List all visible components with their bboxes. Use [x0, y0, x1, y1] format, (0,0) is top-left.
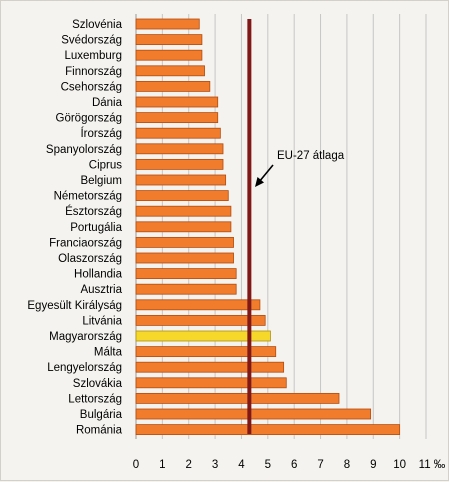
- x-tick-label: 0: [133, 459, 139, 471]
- bar: [135, 392, 340, 404]
- x-tick-label: 1: [159, 459, 165, 471]
- category-label: Portugália: [70, 222, 122, 234]
- bar: [135, 221, 232, 233]
- bar: [135, 34, 203, 45]
- reference-line-group: EU-27 átlaga: [247, 19, 345, 434]
- category-label: Lengyelország: [47, 362, 122, 374]
- bar: [135, 190, 229, 202]
- category-label: Spanyolország: [46, 144, 122, 156]
- bar: [135, 143, 224, 155]
- category-label: Lettország: [68, 393, 122, 405]
- category-label: Magyarország: [49, 331, 122, 343]
- bar: [135, 65, 205, 77]
- category-label: Egyesült Királyság: [27, 300, 122, 312]
- category-label: Belgium: [80, 175, 122, 187]
- category-label: Luxemburg: [64, 50, 122, 62]
- bar: [135, 424, 401, 436]
- bar-highlighted: [135, 330, 271, 342]
- bar: [135, 205, 232, 217]
- bar: [135, 299, 261, 311]
- bar: [135, 361, 285, 373]
- bar: [135, 18, 200, 30]
- reference-line-label: EU-27 átlaga: [277, 150, 345, 162]
- bars: [135, 18, 401, 436]
- x-tick-label: 8: [344, 459, 350, 471]
- category-label: Dánia: [92, 97, 123, 109]
- category-label: Litvánia: [82, 315, 122, 327]
- category-label: Csehország: [61, 81, 122, 93]
- category-label: Észtország: [65, 205, 122, 218]
- category-label: Ausztria: [80, 284, 122, 296]
- annotation-arrow-shaft: [258, 164, 274, 183]
- bar: [135, 408, 372, 420]
- bar: [135, 127, 221, 139]
- x-tick-label: 6: [291, 459, 297, 471]
- category-label: Románia: [76, 425, 123, 437]
- annotation-arrow-head: [255, 177, 264, 187]
- category-label: Görögország: [56, 113, 122, 125]
- bar: [135, 49, 203, 61]
- category-label: Olaszország: [58, 253, 122, 265]
- bar: [135, 252, 234, 264]
- bar: [135, 283, 237, 295]
- category-label: Svédország: [61, 35, 122, 47]
- bar: [135, 112, 219, 123]
- bar: [135, 158, 224, 170]
- bar: [135, 346, 277, 358]
- x-tick-label: 7: [317, 459, 323, 471]
- category-label: Ciprus: [89, 159, 122, 171]
- bar: [135, 377, 287, 389]
- category-label: Írország: [80, 127, 122, 140]
- bar: [135, 236, 234, 248]
- category-label: Franciaország: [49, 237, 122, 249]
- bar: [135, 174, 227, 186]
- category-labels: Szlovénia Svédország Luxemburg Finnország Cs…: [27, 19, 122, 437]
- category-label: Finnország: [65, 66, 122, 78]
- category-label: Bulgária: [80, 409, 123, 421]
- category-label: Hollandia: [74, 269, 123, 281]
- x-tick-label: 11 ‰: [419, 459, 446, 471]
- x-tick-label: 10: [393, 459, 406, 471]
- category-label: Málta: [94, 347, 123, 359]
- bar: [135, 81, 211, 92]
- category-label: Szlovénia: [72, 19, 122, 31]
- x-tick-label: 2: [186, 459, 192, 471]
- x-tick-label: 4: [238, 459, 245, 471]
- bar: [135, 314, 266, 326]
- bar: [135, 96, 219, 108]
- x-tick-label: 5: [265, 459, 271, 471]
- bar: [135, 268, 237, 280]
- x-tick-label: 3: [212, 459, 218, 471]
- category-label: Szlovákia: [73, 378, 123, 390]
- x-tick-label: 9: [370, 459, 376, 471]
- category-label: Németország: [54, 191, 122, 203]
- x-tick-labels: 0 1 2 3 4 5 6 7 8 9 10 11 ‰: [133, 459, 446, 471]
